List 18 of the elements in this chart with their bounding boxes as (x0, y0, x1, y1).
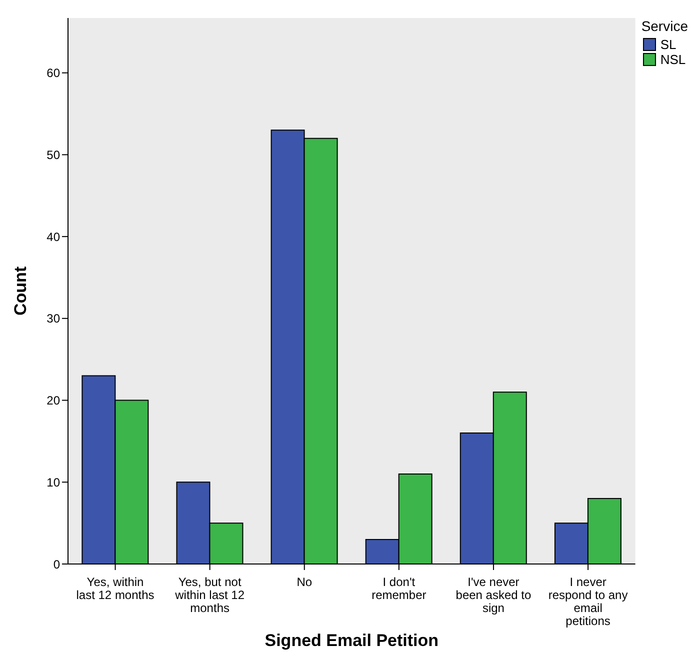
y-tick-label: 10 (46, 475, 60, 490)
x-tick-label: Yes, but not within last 12 months (174, 575, 245, 615)
y-tick-label: 0 (53, 557, 60, 572)
y-tick-label: 20 (46, 394, 60, 408)
y-tick-label: 30 (46, 312, 60, 326)
y-tick-label: 60 (46, 66, 60, 80)
x-tick-label: Yes, within last 12 months (76, 575, 154, 602)
x-tick-label: I've never been asked to sign (456, 575, 532, 615)
y-tick-label: 50 (46, 148, 60, 162)
y-tick-label: 40 (46, 230, 60, 244)
x-axis-title: Signed Email Petition (264, 631, 439, 650)
x-tick-label: I never respond to any email petitions (548, 575, 628, 628)
y-axis-title: Count (11, 266, 30, 316)
legend-label: NSL (660, 52, 686, 67)
legend-label: SL (660, 37, 676, 52)
x-tick-label: I don't remember (372, 575, 426, 602)
legend-title: Service (641, 18, 688, 34)
x-tick-label: No (296, 575, 312, 589)
